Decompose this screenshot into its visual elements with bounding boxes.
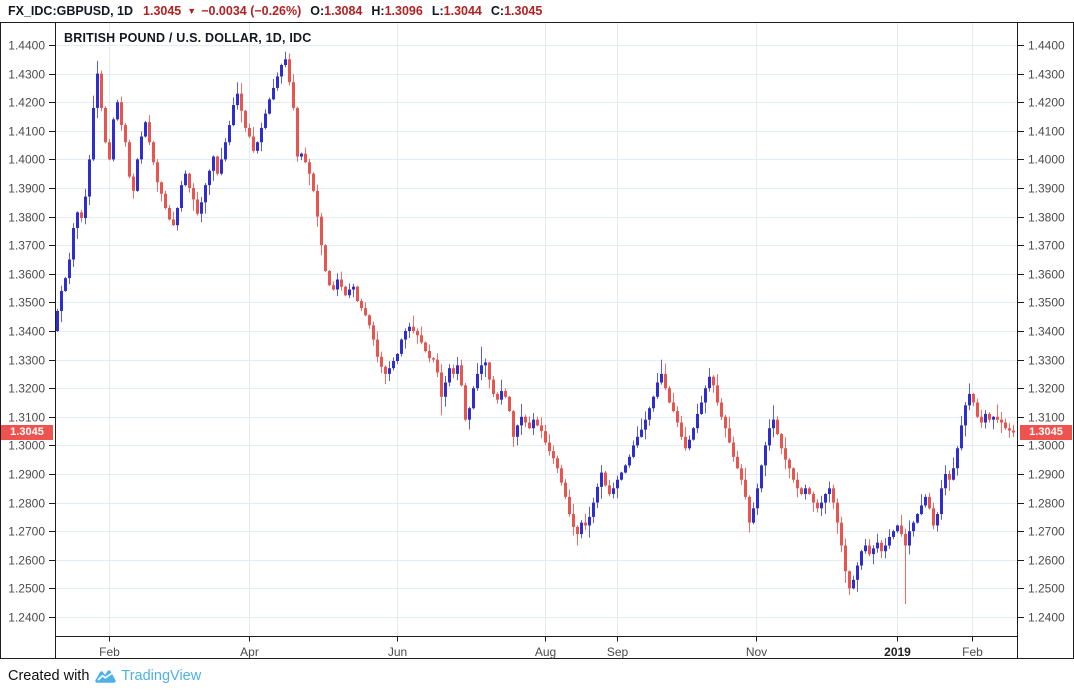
legend-low-label: L: [431,4,444,18]
candlestick-series [56,51,1015,605]
down-triangle-icon: ▼ [187,6,197,16]
svg-text:1.3400: 1.3400 [1028,325,1065,339]
svg-text:1.2900: 1.2900 [8,468,45,482]
svg-text:Apr: Apr [240,645,259,659]
svg-text:1.3000: 1.3000 [8,439,45,453]
chart-legend: FX_IDC:GBPUSD, 1D 1.3045 ▼ −0.0034 (−0.2… [0,0,1074,22]
symbol-title[interactable]: FX_IDC:GBPUSD, 1D [8,4,134,18]
legend-last-price: 1.3045 [143,4,182,18]
svg-text:1.2800: 1.2800 [1028,497,1065,511]
svg-text:1.3900: 1.3900 [8,182,45,196]
svg-text:1.4100: 1.4100 [1028,125,1065,139]
svg-text:1.4200: 1.4200 [8,96,45,110]
svg-text:1.2500: 1.2500 [1028,582,1065,596]
chart-frame [0,22,1074,659]
legend-close-label: C: [490,4,505,18]
svg-text:2019: 2019 [884,645,911,659]
svg-text:1.2800: 1.2800 [8,497,45,511]
svg-text:1.2600: 1.2600 [8,554,45,568]
svg-text:1.2700: 1.2700 [1028,525,1065,539]
legend-price-change: −0.0034 (−0.26%) [201,4,302,18]
svg-text:1.3700: 1.3700 [8,239,45,253]
svg-text:1.3500: 1.3500 [1028,296,1065,310]
svg-text:1.3600: 1.3600 [1028,268,1065,282]
svg-text:1.4400: 1.4400 [8,39,45,53]
svg-text:1.4000: 1.4000 [1028,153,1065,167]
svg-text:Nov: Nov [746,645,767,659]
svg-text:1.3500: 1.3500 [8,296,45,310]
svg-text:Jun: Jun [388,645,407,659]
svg-text:1.2900: 1.2900 [1028,468,1065,482]
svg-text:1.3300: 1.3300 [8,354,45,368]
svg-text:1.2700: 1.2700 [8,525,45,539]
svg-text:1.4300: 1.4300 [1028,68,1065,82]
svg-text:1.3800: 1.3800 [1028,211,1065,225]
svg-text:1.4000: 1.4000 [8,153,45,167]
legend-close-value: 1.3045 [504,4,543,18]
svg-text:1.3100: 1.3100 [8,411,45,425]
legend-open-label: O: [310,4,325,18]
y-axis-right[interactable]: 1.4400 1.4300 1.4200 1.4100 1.4000 1.3900 1.38… [1018,39,1065,625]
y-axis-left[interactable]: 1.4400 1.4300 1.4200 1.4100 1.4000 1.3900 1.38… [8,39,55,625]
grid-lines [56,23,1017,636]
svg-text:1.3200: 1.3200 [1028,382,1065,396]
svg-text:Feb: Feb [99,645,120,659]
attribution: Created with TradingView [8,664,201,688]
svg-text:1.4200: 1.4200 [1028,96,1065,110]
last-price-badge-left: 1.3045 [1,425,53,440]
svg-text:1.2400: 1.2400 [1028,611,1065,625]
legend-low-value: 1.3044 [443,4,482,18]
svg-text:1.4100: 1.4100 [8,125,45,139]
svg-text:1.3400: 1.3400 [8,325,45,339]
svg-text:1.2400: 1.2400 [8,611,45,625]
legend-high-label: H: [371,4,385,18]
svg-text:1.4300: 1.4300 [8,68,45,82]
svg-text:Feb: Feb [962,645,983,659]
chart-title: BRITISH POUND / U.S. DOLLAR, 1D, IDC [64,31,312,45]
svg-text:1.3800: 1.3800 [8,211,45,225]
svg-text:1.3700: 1.3700 [1028,239,1065,253]
legend-high-value: 1.3096 [384,4,423,18]
svg-text:1.3100: 1.3100 [1028,411,1065,425]
attribution-text: Created with [8,668,90,684]
svg-text:1.2600: 1.2600 [1028,554,1065,568]
tradingview-logo-icon [95,669,117,683]
last-price-badge-right: 1.3045 [1020,425,1072,440]
svg-text:1.3300: 1.3300 [1028,354,1065,368]
svg-text:1.3000: 1.3000 [1028,439,1065,453]
x-axis[interactable]: Feb Apr Jun Aug Sep Nov 2019 Feb [99,637,983,659]
svg-text:1.3200: 1.3200 [8,382,45,396]
legend-open-value: 1.3084 [324,4,363,18]
svg-text:Aug: Aug [535,645,556,659]
tradingview-brand-link[interactable]: TradingView [121,668,202,684]
svg-text:1.4400: 1.4400 [1028,39,1065,53]
svg-text:1.3900: 1.3900 [1028,182,1065,196]
svg-text:1.3600: 1.3600 [8,268,45,282]
svg-text:Sep: Sep [607,645,629,659]
svg-text:1.2500: 1.2500 [8,582,45,596]
